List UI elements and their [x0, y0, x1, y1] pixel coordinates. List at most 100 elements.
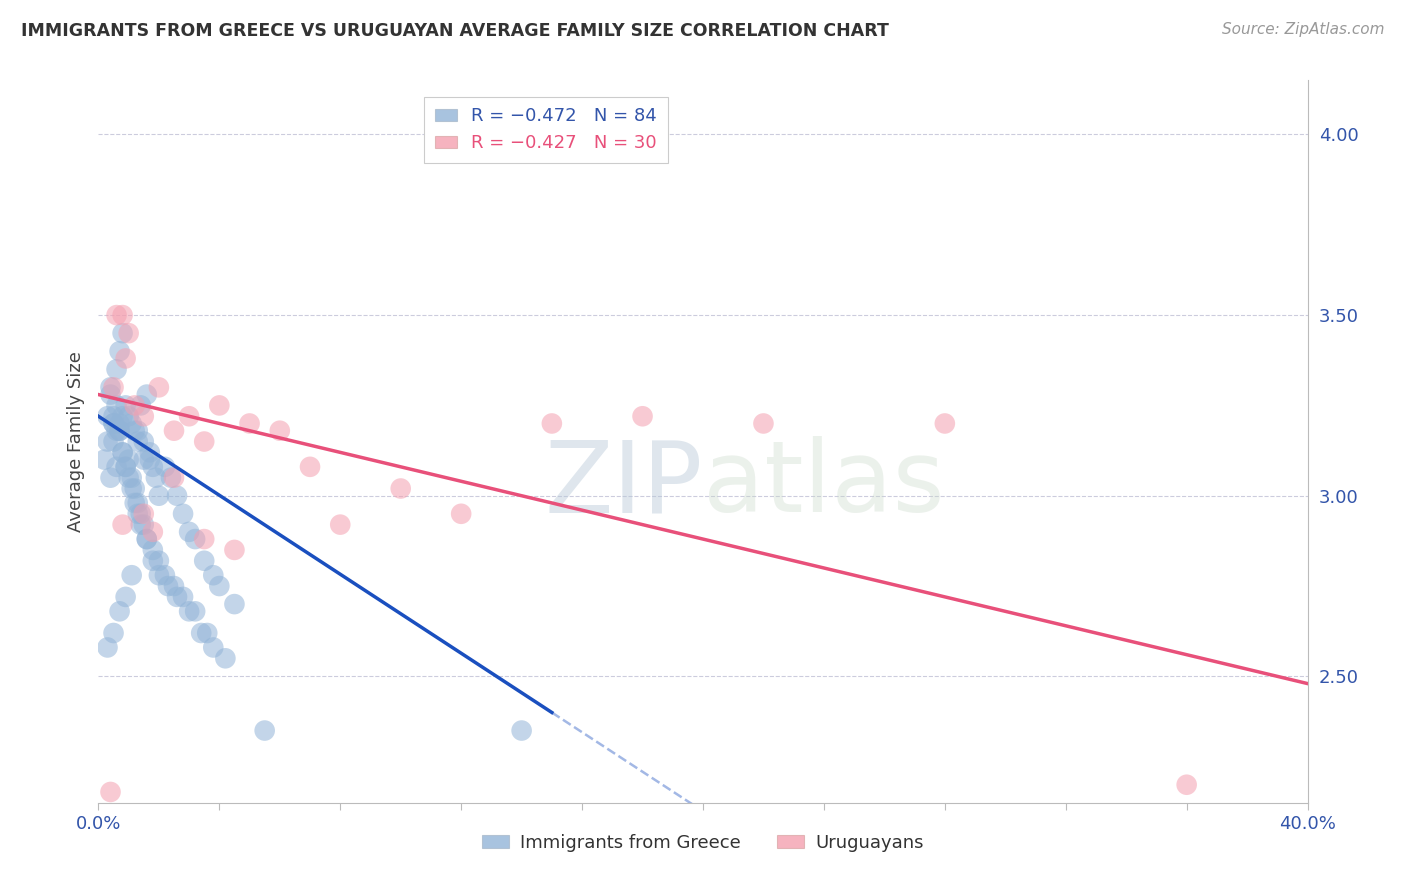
Point	[127, 434, 149, 449]
Point	[163, 424, 186, 438]
Point	[202, 568, 225, 582]
Point	[179, 409, 201, 424]
Point	[100, 471, 122, 485]
Point	[132, 434, 155, 449]
Point	[132, 452, 155, 467]
Point	[166, 590, 188, 604]
Point	[214, 651, 236, 665]
Point	[145, 471, 167, 485]
Point	[389, 482, 412, 496]
Point	[184, 532, 207, 546]
Point	[156, 579, 179, 593]
Point	[142, 554, 165, 568]
Point	[111, 409, 134, 424]
Point	[103, 434, 125, 449]
Point	[100, 387, 122, 401]
Point	[105, 308, 128, 322]
Point	[148, 380, 170, 394]
Point	[124, 496, 146, 510]
Point	[114, 351, 136, 366]
Point	[129, 398, 152, 412]
Point	[934, 417, 956, 431]
Point	[172, 507, 194, 521]
Point	[118, 452, 141, 467]
Point	[124, 482, 146, 496]
Point	[193, 554, 215, 568]
Text: ZIP: ZIP	[544, 436, 703, 533]
Point	[540, 417, 562, 431]
Point	[142, 524, 165, 539]
Point	[114, 398, 136, 412]
Point	[208, 398, 231, 412]
Point	[114, 590, 136, 604]
Point	[96, 409, 118, 424]
Point	[139, 445, 162, 459]
Point	[132, 517, 155, 532]
Point	[100, 785, 122, 799]
Point	[148, 489, 170, 503]
Point	[103, 380, 125, 394]
Point	[172, 590, 194, 604]
Point	[135, 532, 157, 546]
Point	[142, 543, 165, 558]
Point	[118, 471, 141, 485]
Point	[132, 409, 155, 424]
Point	[114, 459, 136, 474]
Point	[142, 459, 165, 474]
Point	[329, 517, 352, 532]
Point	[127, 424, 149, 438]
Point	[103, 417, 125, 431]
Point	[631, 409, 654, 424]
Point	[208, 579, 231, 593]
Point	[103, 626, 125, 640]
Point	[96, 434, 118, 449]
Point	[129, 507, 152, 521]
Point	[105, 459, 128, 474]
Point	[202, 640, 225, 655]
Point	[179, 524, 201, 539]
Point	[132, 507, 155, 521]
Point	[105, 424, 128, 438]
Point	[153, 459, 176, 474]
Point	[135, 387, 157, 401]
Point	[111, 517, 134, 532]
Point	[93, 452, 115, 467]
Point	[253, 723, 276, 738]
Point	[135, 532, 157, 546]
Point	[153, 568, 176, 582]
Point	[118, 326, 141, 341]
Point	[108, 424, 131, 438]
Point	[108, 417, 131, 431]
Point	[124, 398, 146, 412]
Point	[166, 489, 188, 503]
Y-axis label: Average Family Size: Average Family Size	[66, 351, 84, 532]
Point	[121, 482, 143, 496]
Point	[139, 452, 162, 467]
Text: atlas: atlas	[703, 436, 945, 533]
Point	[100, 380, 122, 394]
Point	[118, 409, 141, 424]
Point	[193, 532, 215, 546]
Point	[105, 362, 128, 376]
Point	[179, 604, 201, 618]
Legend: Immigrants from Greece, Uruguayans: Immigrants from Greece, Uruguayans	[475, 826, 931, 859]
Point	[299, 459, 322, 474]
Point	[127, 496, 149, 510]
Point	[190, 626, 212, 640]
Point	[121, 568, 143, 582]
Point	[108, 424, 131, 438]
Point	[450, 507, 472, 521]
Point	[127, 507, 149, 521]
Point	[124, 424, 146, 438]
Point	[121, 417, 143, 431]
Point	[96, 640, 118, 655]
Point	[184, 604, 207, 618]
Point	[103, 417, 125, 431]
Point	[108, 344, 131, 359]
Point	[510, 723, 533, 738]
Point	[224, 543, 246, 558]
Text: IMMIGRANTS FROM GREECE VS URUGUAYAN AVERAGE FAMILY SIZE CORRELATION CHART: IMMIGRANTS FROM GREECE VS URUGUAYAN AVER…	[21, 22, 889, 40]
Point	[193, 434, 215, 449]
Point	[1175, 778, 1198, 792]
Point	[111, 445, 134, 459]
